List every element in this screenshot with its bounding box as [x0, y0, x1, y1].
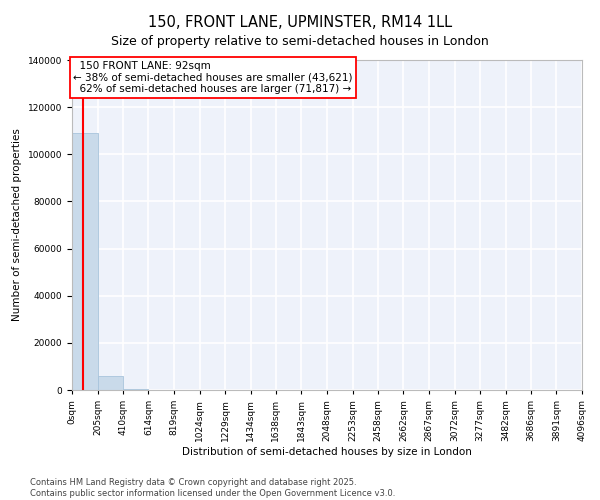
Text: Contains HM Land Registry data © Crown copyright and database right 2025.
Contai: Contains HM Land Registry data © Crown c…: [30, 478, 395, 498]
Bar: [72, 133, 98, 390]
Y-axis label: Number of semi-detached properties: Number of semi-detached properties: [12, 128, 22, 322]
Text: 150 FRONT LANE: 92sqm
← 38% of semi-detached houses are smaller (43,621)
  62% o: 150 FRONT LANE: 92sqm ← 38% of semi-deta…: [73, 60, 353, 94]
X-axis label: Distribution of semi-detached houses by size in London: Distribution of semi-detached houses by …: [182, 446, 472, 456]
Bar: [98, 376, 123, 390]
Text: Size of property relative to semi-detached houses in London: Size of property relative to semi-detach…: [111, 35, 489, 48]
Text: 150, FRONT LANE, UPMINSTER, RM14 1LL: 150, FRONT LANE, UPMINSTER, RM14 1LL: [148, 15, 452, 30]
